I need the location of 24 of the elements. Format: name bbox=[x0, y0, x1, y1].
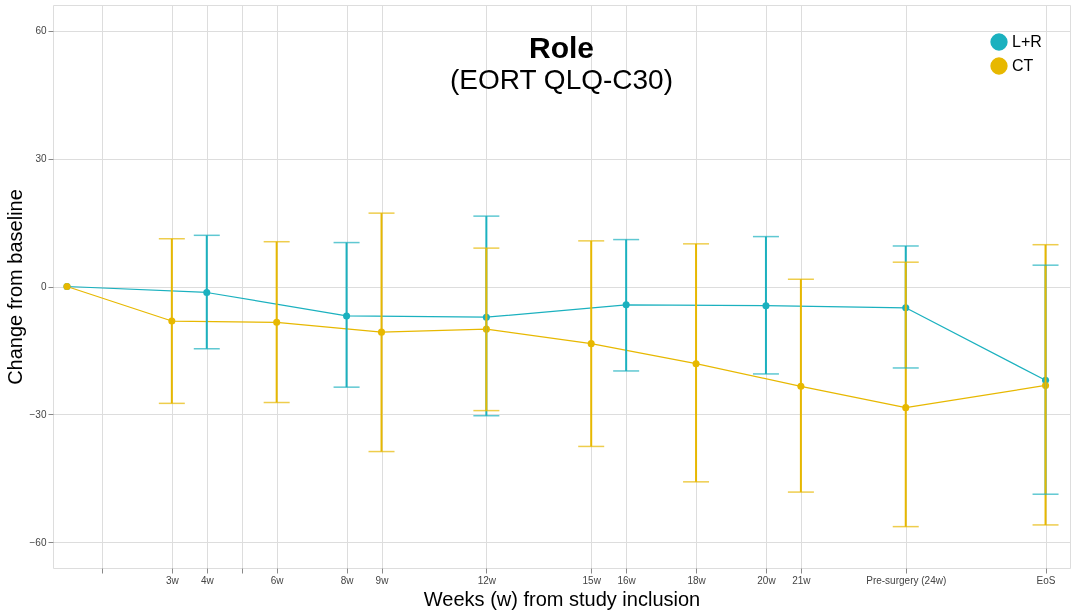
legend-label: L+R bbox=[1012, 33, 1042, 50]
x-tick-label: Pre-surgery (24w) bbox=[866, 574, 947, 586]
y-tick-label: −60 bbox=[29, 536, 47, 548]
x-tick-label: 6w bbox=[270, 574, 285, 586]
y-tick-label: 60 bbox=[35, 25, 47, 37]
y-tick-label: −30 bbox=[29, 408, 47, 420]
y-tick-label: 0 bbox=[40, 281, 47, 292]
x-tick-label: 4w bbox=[200, 574, 215, 586]
x-tick-label: EoS bbox=[1036, 574, 1056, 586]
x-tick-label: 16w bbox=[617, 574, 637, 586]
y-axis-title: Change from baseline bbox=[3, 189, 26, 385]
x-tick-label: 3w bbox=[165, 574, 180, 586]
x-tick-label: 12w bbox=[477, 574, 497, 586]
text: (EORT QLQ-C30) bbox=[449, 64, 674, 95]
x-tick-label: 9w bbox=[375, 574, 390, 586]
x-tick-label: 8w bbox=[340, 574, 355, 586]
x-tick-label: 20w bbox=[757, 574, 777, 586]
text: Role bbox=[528, 31, 595, 64]
x-tick-label: 15w bbox=[582, 574, 602, 586]
legend-label: CT bbox=[1012, 57, 1034, 74]
y-tick-label: 30 bbox=[35, 153, 47, 165]
x-tick-label: 18w bbox=[687, 574, 707, 586]
x-tick-label: 21w bbox=[792, 574, 812, 586]
x-axis-title: Weeks (w) from study inclusion bbox=[423, 587, 701, 610]
